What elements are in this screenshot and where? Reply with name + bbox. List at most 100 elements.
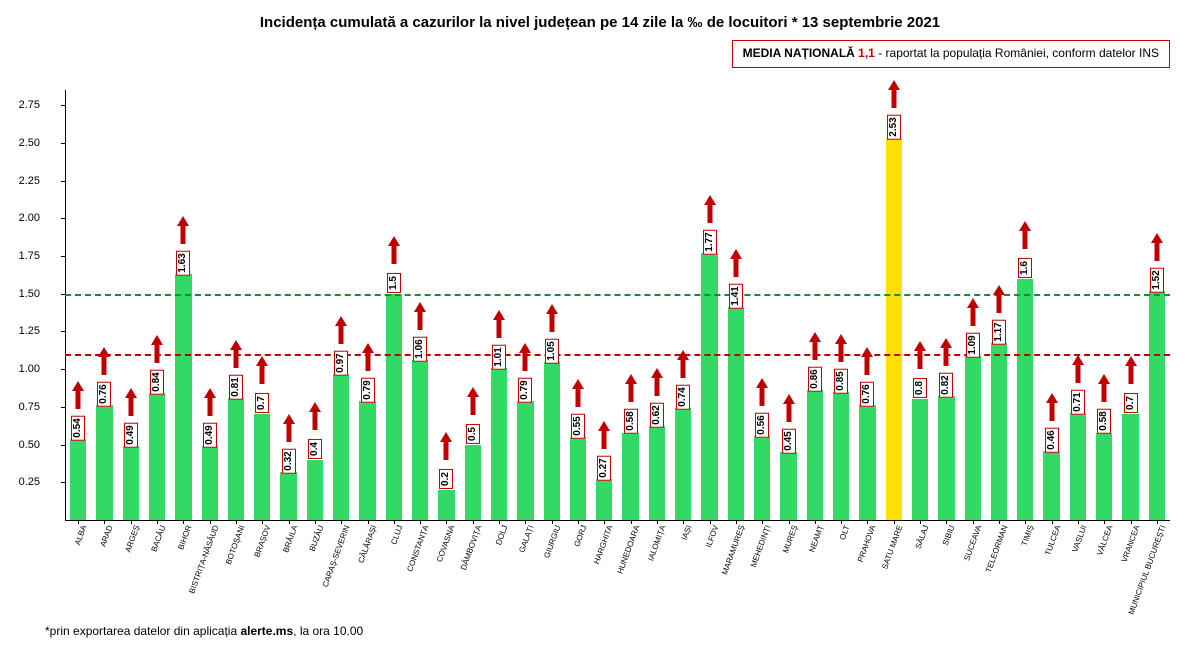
trend-up-arrow-icon bbox=[1097, 374, 1111, 402]
value-label: 0.81 bbox=[229, 374, 243, 399]
chart-title: Incidența cumulată a cazurilor la nivel … bbox=[0, 14, 1200, 31]
x-tick-label: COVASNA bbox=[435, 524, 457, 563]
value-label: 0.27 bbox=[597, 456, 611, 481]
x-tick-label: IALOMIȚA bbox=[646, 524, 667, 562]
x-tick-mark bbox=[341, 520, 342, 524]
trend-up-arrow-icon bbox=[729, 249, 743, 277]
value-label: 1.6 bbox=[1018, 258, 1032, 278]
bar bbox=[938, 396, 954, 520]
title-prefix: Incidența cumulată a cazurilor la nivel … bbox=[260, 14, 802, 31]
x-tick-label: BOTOȘANI bbox=[224, 524, 247, 566]
trend-up-arrow-icon bbox=[492, 310, 506, 338]
value-label: 0.79 bbox=[361, 377, 375, 402]
value-label: 1.52 bbox=[1150, 267, 1164, 292]
y-tick-label: 0.50 bbox=[0, 439, 40, 451]
x-tick-mark bbox=[525, 520, 526, 524]
bar bbox=[465, 445, 481, 520]
bar bbox=[333, 374, 349, 520]
x-tick-label: ILFOV bbox=[704, 524, 720, 549]
bar bbox=[175, 274, 191, 520]
bar bbox=[1043, 451, 1059, 520]
x-tick-label: BRAȘOV bbox=[253, 524, 273, 558]
value-label: 0.58 bbox=[1097, 409, 1111, 434]
trend-up-arrow-icon bbox=[439, 432, 453, 460]
bar bbox=[1149, 291, 1165, 520]
x-tick-label: VÂLCEA bbox=[1095, 524, 1114, 557]
value-label: 0.54 bbox=[71, 415, 85, 440]
trend-up-arrow-icon bbox=[176, 216, 190, 244]
value-label: 1.63 bbox=[176, 250, 190, 275]
x-tick-label: MARAMUREȘ bbox=[720, 524, 746, 576]
y-tick-label: 0.25 bbox=[0, 476, 40, 488]
x-tick-label: CLUJ bbox=[389, 524, 404, 546]
trend-up-arrow-icon bbox=[1045, 393, 1059, 421]
trend-up-arrow-icon bbox=[887, 80, 901, 108]
value-label: 0.46 bbox=[1045, 427, 1059, 452]
trend-up-arrow-icon bbox=[518, 343, 532, 371]
x-tick-mark bbox=[973, 520, 974, 524]
x-tick-mark bbox=[894, 520, 895, 524]
x-tick-mark bbox=[762, 520, 763, 524]
x-tick-label: BIHOR bbox=[177, 524, 194, 551]
bar bbox=[807, 390, 823, 520]
value-label: 1.17 bbox=[992, 320, 1006, 345]
trend-up-arrow-icon bbox=[992, 285, 1006, 313]
trend-up-arrow-icon bbox=[676, 350, 690, 378]
x-tick-mark bbox=[157, 520, 158, 524]
x-tick-label: SIBIU bbox=[941, 524, 957, 547]
x-tick-label: GORJ bbox=[572, 524, 588, 548]
x-tick-label: SĂLAJ bbox=[914, 524, 931, 550]
value-label: 0.85 bbox=[834, 368, 848, 393]
x-tick-label: GALAȚI bbox=[518, 524, 536, 554]
x-tick-mark bbox=[841, 520, 842, 524]
x-tick-label: GIURGIU bbox=[542, 524, 562, 559]
x-tick-mark bbox=[1104, 520, 1105, 524]
x-tick-mark bbox=[236, 520, 237, 524]
x-tick-label: TIMIȘ bbox=[1020, 524, 1036, 547]
trend-up-arrow-icon bbox=[387, 236, 401, 264]
bar bbox=[307, 460, 323, 520]
x-tick-label: BACĂU bbox=[150, 524, 168, 553]
x-tick-mark bbox=[578, 520, 579, 524]
x-tick-label: OLT bbox=[838, 524, 852, 541]
trend-up-arrow-icon bbox=[229, 340, 243, 368]
x-tick-mark bbox=[183, 520, 184, 524]
trend-up-arrow-icon bbox=[913, 341, 927, 369]
trend-up-arrow-icon bbox=[1124, 356, 1138, 384]
y-tick-label: 2.75 bbox=[0, 99, 40, 111]
value-label: 1.5 bbox=[387, 273, 401, 293]
trend-up-arrow-icon bbox=[545, 304, 559, 332]
bar bbox=[254, 414, 270, 520]
x-tick-label: MEHEDINȚI bbox=[749, 524, 773, 568]
x-tick-mark bbox=[683, 520, 684, 524]
x-tick-mark bbox=[604, 520, 605, 524]
trend-up-arrow-icon bbox=[597, 421, 611, 449]
bar bbox=[491, 368, 507, 520]
x-tick-label: CONSTANȚA bbox=[405, 524, 430, 573]
value-label: 0.8 bbox=[913, 378, 927, 398]
trend-up-arrow-icon bbox=[1018, 221, 1032, 249]
y-tick-label: 2.25 bbox=[0, 175, 40, 187]
x-tick-label: CARAȘ-SEVERIN bbox=[321, 524, 352, 588]
x-tick-label: IAȘI bbox=[680, 524, 694, 541]
value-label: 0.74 bbox=[676, 385, 690, 410]
trend-up-arrow-icon bbox=[124, 388, 138, 416]
value-label: 0.56 bbox=[755, 412, 769, 437]
value-label: 0.71 bbox=[1071, 389, 1085, 414]
legend-value: 1,1 bbox=[858, 46, 875, 60]
x-tick-label: HARGHITA bbox=[592, 524, 614, 565]
y-axis-line bbox=[65, 90, 66, 520]
x-tick-mark bbox=[210, 520, 211, 524]
trend-up-arrow-icon bbox=[571, 379, 585, 407]
y-tick-label: 1.50 bbox=[0, 288, 40, 300]
bar bbox=[517, 401, 533, 520]
x-tick-mark bbox=[394, 520, 395, 524]
bar bbox=[70, 439, 86, 520]
x-tick-label: BUZĂU bbox=[308, 524, 326, 553]
footnote: *prin exportarea datelor din aplicația a… bbox=[45, 624, 363, 638]
value-label: 1.01 bbox=[492, 344, 506, 369]
x-tick-mark bbox=[631, 520, 632, 524]
x-tick-mark bbox=[552, 520, 553, 524]
x-tick-label: DOLJ bbox=[494, 524, 509, 546]
x-tick-label: ARAD bbox=[99, 524, 115, 548]
